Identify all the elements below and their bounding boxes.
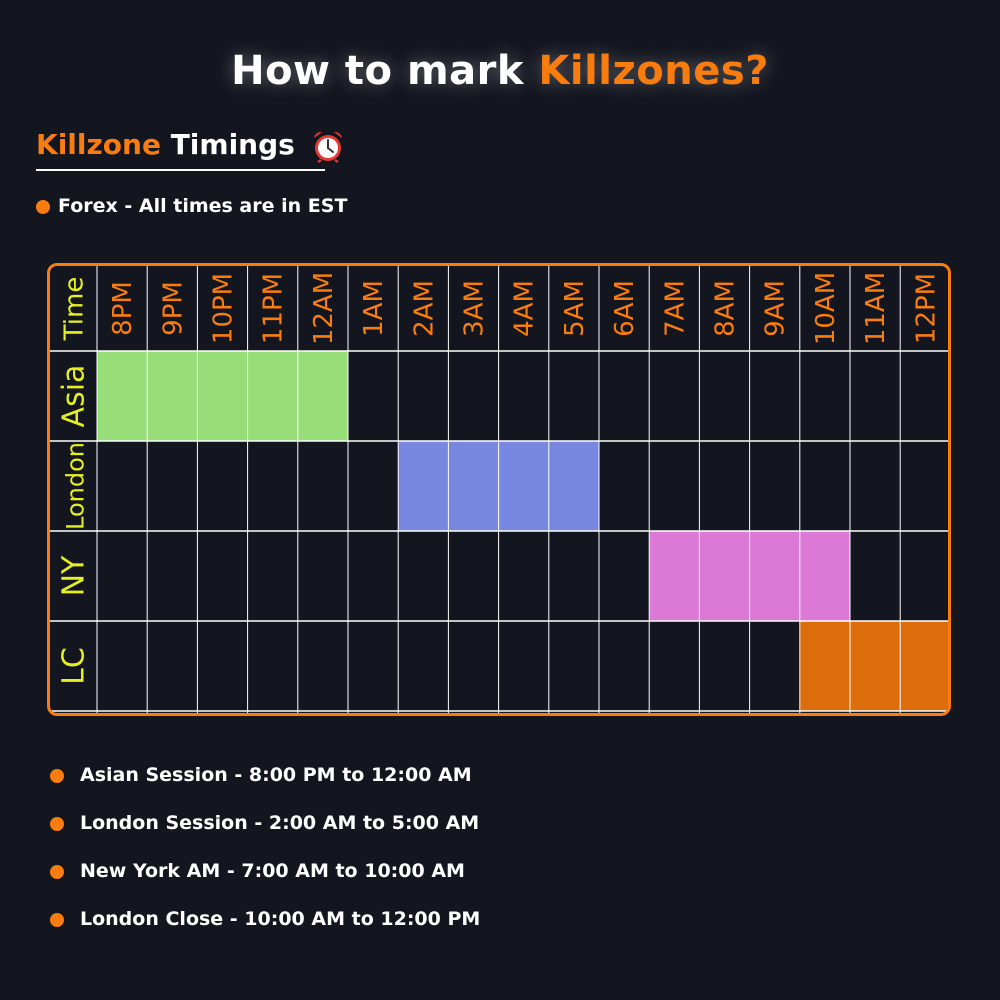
row-label-lc: LC [57, 647, 92, 685]
page-title: How to mark Killzones? [0, 48, 1000, 94]
section-heading: Killzone Timings [36, 128, 342, 171]
title-highlight: Killzones? [538, 48, 769, 94]
heading-highlight: Killzone [36, 128, 161, 161]
time-header-label: 9PM [158, 281, 188, 336]
time-header-label: 9AM [761, 280, 791, 337]
session-text: London Session - 2:00 AM to 5:00 AM [80, 812, 480, 834]
time-header-label: 4AM [510, 280, 540, 337]
bullet-dot [50, 864, 64, 879]
session-list: Asian Session - 8:00 PM to 12:00 AM Lond… [50, 760, 480, 952]
killzone-grid: 8PM 9PM 10PM 11PM 12AM 1AM 2AM 3AM 4AM 5AM 6AM 7AM 8… [47, 263, 951, 716]
session-item-new-york: New York AM - 7:00 AM to 10:00 AM [50, 856, 480, 904]
corner-time-label: Time [60, 277, 90, 342]
session-text: Asian Session - 8:00 PM to 12:00 AM [80, 764, 472, 786]
time-header-label: 10AM [811, 272, 841, 345]
time-header-label: 8AM [711, 280, 741, 337]
time-header-label: 8PM [108, 281, 138, 336]
time-header-label: 11AM [861, 272, 891, 345]
row-label-london: London [62, 442, 90, 530]
session-block-asia [97, 351, 348, 441]
timezone-note-text: Forex - All times are in EST [58, 195, 348, 217]
row-label-ny: NY [57, 555, 92, 596]
time-header-label: 5AM [560, 280, 590, 337]
time-header-label: 6AM [610, 280, 640, 337]
killzone-grid-drawing: 8PM 9PM 10PM 11PM 12AM 1AM 2AM 3AM 4AM 5AM 6AM 7AM 8… [50, 266, 948, 713]
row-label-asia: Asia [57, 365, 92, 428]
bullet-dot [50, 912, 64, 927]
session-item-asian: Asian Session - 8:00 PM to 12:00 AM [50, 760, 480, 808]
time-header-label: 2AM [409, 280, 439, 337]
timezone-note: Forex - All times are in EST [36, 195, 347, 217]
session-item-london-close: London Close - 10:00 AM to 12:00 PM [50, 904, 480, 952]
session-text: New York AM - 7:00 AM to 10:00 AM [80, 860, 465, 882]
time-header-label: 11PM [259, 273, 289, 344]
time-header-label: 7AM [660, 280, 690, 337]
bullet-dot [36, 199, 50, 214]
time-header-label: 3AM [460, 280, 490, 337]
time-header-label: 12AM [309, 272, 339, 345]
session-block-lc [799, 621, 948, 711]
session-text: London Close - 10:00 AM to 12:00 PM [80, 908, 481, 930]
heading-rest: Timings [160, 128, 295, 161]
time-header-label: 12PM [911, 273, 941, 344]
session-item-london: London Session - 2:00 AM to 5:00 AM [50, 808, 480, 856]
time-header-label: 1AM [359, 280, 389, 337]
title-prefix: How to mark [231, 48, 539, 94]
time-header-label: 10PM [209, 273, 239, 344]
bullet-dot [50, 816, 64, 831]
alarm-clock-icon [313, 131, 342, 163]
bullet-dot [50, 768, 64, 783]
